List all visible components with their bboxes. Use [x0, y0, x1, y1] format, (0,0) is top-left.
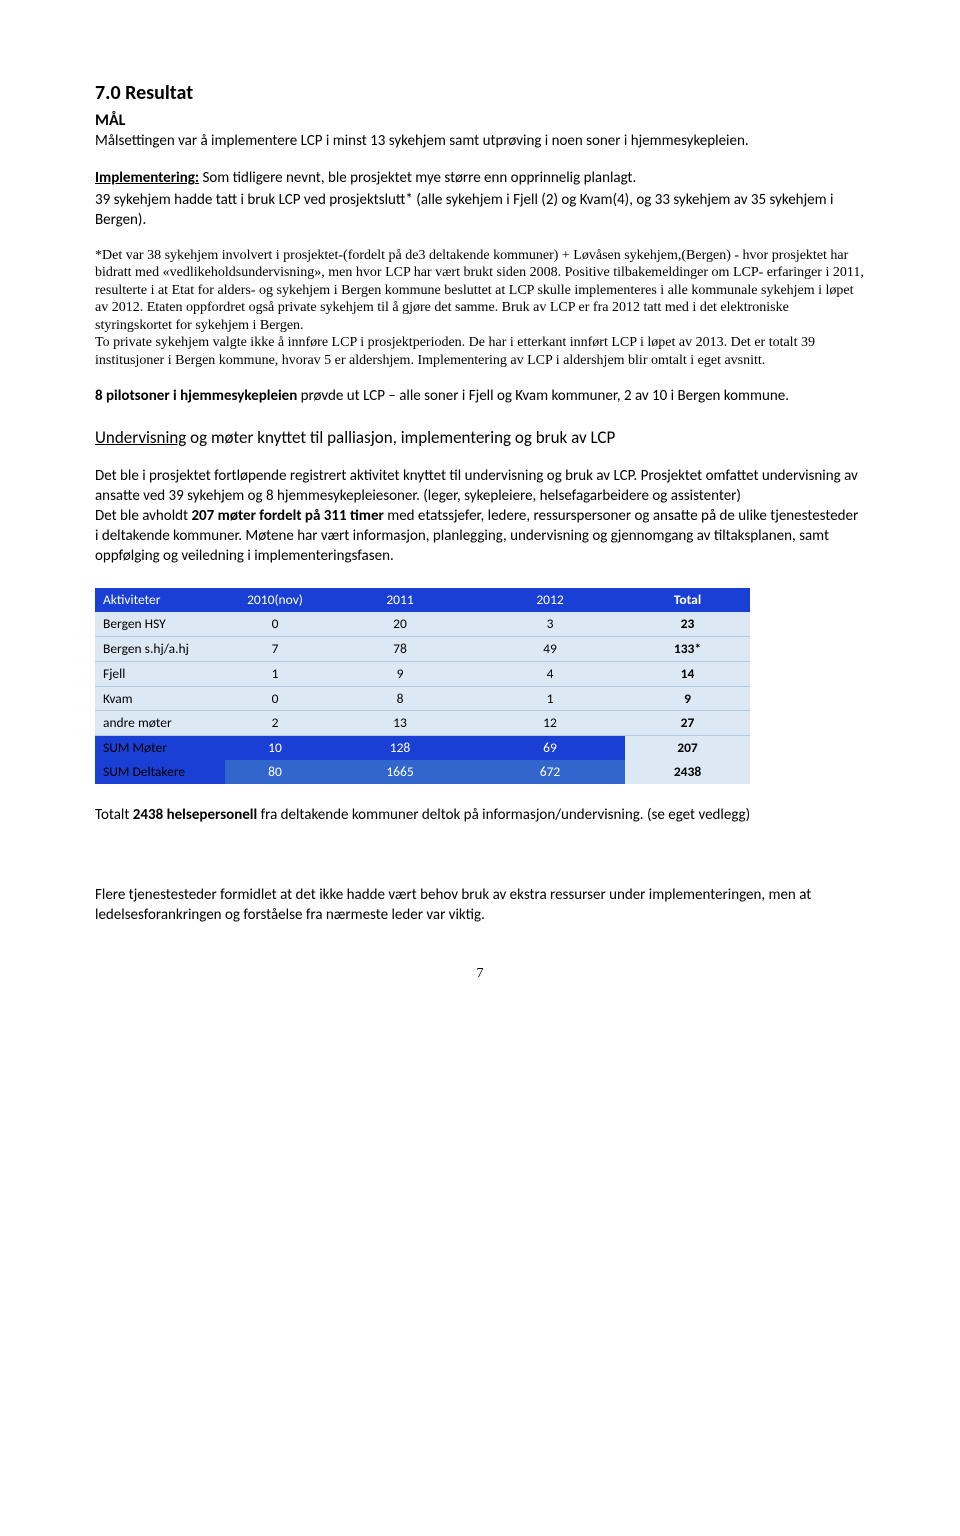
implementering-line: Implementering: Som tidligere nevnt, ble…: [95, 169, 865, 189]
table-row: Bergen s.hj/a.hj77849133*: [95, 637, 750, 662]
table-cell: 49: [475, 637, 625, 662]
table-cell: 10: [225, 736, 325, 760]
table-cell: 69: [475, 736, 625, 760]
activities-table: Aktiviteter 2010(nov) 2011 2012 Total Be…: [95, 588, 750, 784]
pilot-bold: 8 pilotsoner i hjemmesykepleien: [95, 387, 297, 405]
mal-label: MÅL: [95, 110, 865, 131]
table-sum-row: SUM Møter1012869207: [95, 736, 750, 760]
page-number: 7: [95, 965, 865, 983]
table-row: Kvam0819: [95, 686, 750, 711]
table-cell: 133*: [625, 637, 750, 662]
table-cell: 9: [625, 686, 750, 711]
table-cell: 80: [225, 760, 325, 784]
table-row: Bergen HSY020323: [95, 612, 750, 636]
table-cell: 20: [325, 612, 475, 636]
table-cell: 14: [625, 661, 750, 686]
implementering-label: Implementering:: [95, 169, 199, 187]
th-total: Total: [625, 588, 750, 612]
table-cell: Kvam: [95, 686, 225, 711]
table-cell: 78: [325, 637, 475, 662]
table-cell: 4: [475, 661, 625, 686]
mal-text: Målsettingen var å implementere LCP i mi…: [95, 132, 865, 152]
undervisning-p2b: 207 møter fordelt på 311 timer: [191, 507, 383, 525]
table-cell: 9: [325, 661, 475, 686]
table-cell: 0: [225, 612, 325, 636]
totalt-paragraph: Totalt 2438 helsepersonell fra deltakend…: [95, 806, 865, 826]
table-header-row: Aktiviteter 2010(nov) 2011 2012 Total: [95, 588, 750, 612]
implementering-rest: Som tidligere nevnt, ble prosjektet mye …: [199, 169, 636, 187]
table-cell: 2: [225, 711, 325, 736]
th-aktiviteter: Aktiviteter: [95, 588, 225, 612]
th-2010: 2010(nov): [225, 588, 325, 612]
undervisning-p1: Det ble i prosjektet fortløpende registr…: [95, 467, 858, 505]
table-cell: 27: [625, 711, 750, 736]
table-row: Fjell19414: [95, 661, 750, 686]
table-cell: 8: [325, 686, 475, 711]
table-cell: 1: [475, 686, 625, 711]
undervisning-body: Det ble i prosjektet fortløpende registr…: [95, 467, 865, 566]
table-cell: 128: [325, 736, 475, 760]
table-cell: 672: [475, 760, 625, 784]
flere-paragraph: Flere tjenestesteder formidlet at det ik…: [95, 886, 865, 926]
table-cell: SUM Deltakere: [95, 760, 225, 784]
section-heading: 7.0 Resultat: [95, 80, 865, 106]
table-cell: 0: [225, 686, 325, 711]
pilot-paragraph: 8 pilotsoner i hjemmesykepleien prøvde u…: [95, 387, 865, 407]
table-cell: 23: [625, 612, 750, 636]
th-2012: 2012: [475, 588, 625, 612]
undervisning-p2a: Det ble avholdt: [95, 507, 191, 525]
table-cell: 3: [475, 612, 625, 636]
table-cell: andre møter: [95, 711, 225, 736]
undervisning-rest: og møter knyttet til palliasjon, impleme…: [186, 427, 615, 448]
undervisning-heading: Undervisning og møter knyttet til pallia…: [95, 427, 865, 449]
totalt-c: fra deltakende kommuner deltok på inform…: [257, 806, 750, 824]
table-cell: 7: [225, 637, 325, 662]
table-cell: Bergen s.hj/a.hj: [95, 637, 225, 662]
th-2011: 2011: [325, 588, 475, 612]
table-cell: 13: [325, 711, 475, 736]
totalt-b: 2438 helsepersonell: [133, 806, 257, 824]
table-cell: 1: [225, 661, 325, 686]
implementering-body: 39 sykehjem hadde tatt i bruk LCP ved pr…: [95, 191, 865, 231]
footnote-text: *Det var 38 sykehjem involvert i prosjek…: [95, 247, 865, 370]
table-sum-row: SUM Deltakere8016656722438: [95, 760, 750, 784]
totalt-a: Totalt: [95, 806, 133, 824]
table-cell: 1665: [325, 760, 475, 784]
table-cell: Bergen HSY: [95, 612, 225, 636]
table-cell: 2438: [625, 760, 750, 784]
undervisning-underline: Undervisning: [95, 427, 186, 448]
table-cell: Fjell: [95, 661, 225, 686]
table-cell: 12: [475, 711, 625, 736]
table-cell: 207: [625, 736, 750, 760]
table-cell: SUM Møter: [95, 736, 225, 760]
pilot-rest: prøvde ut LCP – alle soner i Fjell og Kv…: [297, 387, 789, 405]
table-row: andre møter2131227: [95, 711, 750, 736]
